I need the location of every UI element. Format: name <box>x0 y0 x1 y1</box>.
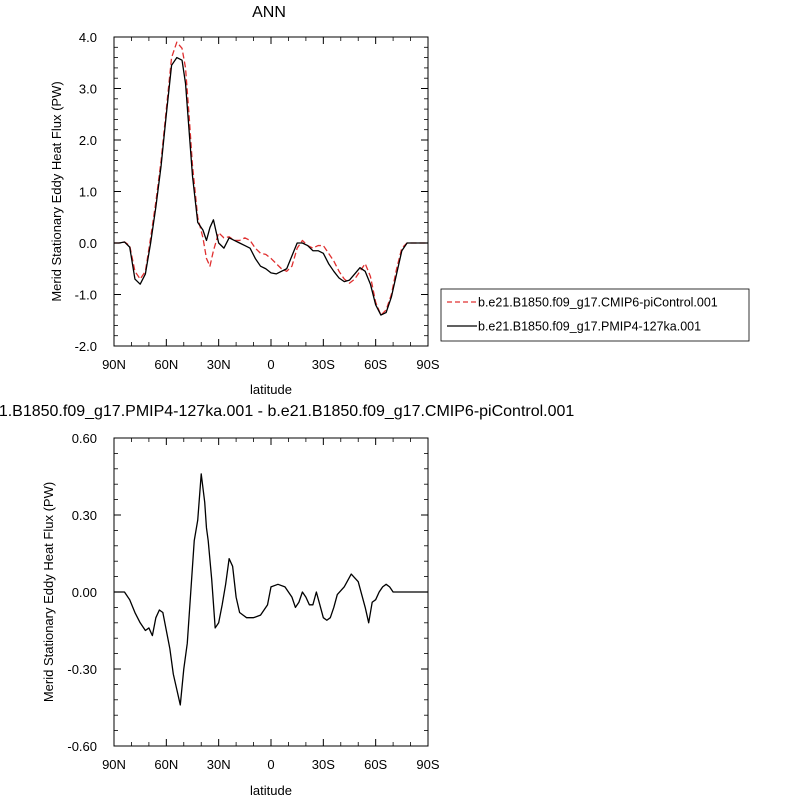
legend-label-0: b.e21.B1850.f09_g17.CMIP6-piControl.001 <box>478 296 718 310</box>
bottom-x-tick-label: 90S <box>416 757 439 772</box>
top-panel: ANN 90N 60N 30N 0 30S 60S 90S 4.0 3.0 2.0 1.0 0.0 -1… <box>49 4 750 397</box>
bottom-x-tick-label: 30S <box>312 757 335 772</box>
bottom-ticks: 90N 60N 30N 0 30S 60S 90S 0.60 0.30 0.00 -0.30 -0.6… <box>67 431 440 772</box>
top-y-tick-label: -1.0 <box>75 288 97 303</box>
bottom-chart-title: b.e21.B1850.f09_g17.PMIP4-127ka.001 - b.… <box>0 403 574 420</box>
legend-label-1: b.e21.B1850.f09_g17.PMIP4-127ka.001 <box>478 320 701 334</box>
top-x-tick-label: 60N <box>154 357 178 372</box>
bottom-series-line-0 <box>114 473 428 706</box>
bottom-y-axis-label: Merid Stationary Eddy Heat Flux (PW) <box>41 482 56 702</box>
top-x-tick-label: 30S <box>312 357 335 372</box>
top-x-tick-label: 90S <box>416 357 439 372</box>
legend: b.e21.B1850.f09_g17.CMIP6-piControl.001 … <box>440 288 750 342</box>
top-x-tick-label: 0 <box>267 357 274 372</box>
bottom-x-tick-label: 60N <box>154 757 178 772</box>
top-y-tick-label: 0.0 <box>79 236 97 251</box>
top-x-tick-label: 60S <box>364 357 387 372</box>
top-series-line-0 <box>114 41 428 316</box>
top-x-tick-label: 90N <box>102 357 126 372</box>
bottom-x-tick-label: 0 <box>267 757 274 772</box>
top-plot-frame <box>113 36 429 347</box>
bottom-y-tick-label: 0.60 <box>72 431 97 446</box>
bottom-y-tick-label: 0.30 <box>72 508 97 523</box>
top-y-tick-label: 1.0 <box>79 185 97 200</box>
top-y-tick-label: -2.0 <box>75 339 97 354</box>
top-ticks: 90N 60N 30N 0 30S 60S 90S 4.0 3.0 2.0 1.0 0.0 -1.0 -2… <box>75 30 440 372</box>
top-y-tick-label: 2.0 <box>79 133 97 148</box>
bottom-y-tick-label: -0.60 <box>67 739 97 754</box>
bottom-x-axis-label: latitude <box>250 783 292 798</box>
top-curves <box>114 41 428 316</box>
bottom-x-tick-label: 30N <box>207 757 231 772</box>
bottom-panel: b.e21.B1850.f09_g17.PMIP4-127ka.001 - b.… <box>0 403 574 798</box>
bottom-x-tick-label: 60S <box>364 757 387 772</box>
bottom-x-tick-label: 90N <box>102 757 126 772</box>
top-y-tick-label: 4.0 <box>79 30 97 45</box>
top-y-tick-label: 3.0 <box>79 82 97 97</box>
bottom-y-tick-label: 0.00 <box>72 585 97 600</box>
bottom-y-tick-label: -0.30 <box>67 662 97 677</box>
top-series-line-1 <box>114 56 428 316</box>
top-y-axis-label: Merid Stationary Eddy Heat Flux (PW) <box>49 81 64 301</box>
bottom-curves <box>114 473 428 706</box>
bottom-plot-frame <box>113 437 429 747</box>
top-x-axis-label: latitude <box>250 382 292 397</box>
top-x-tick-label: 30N <box>207 357 231 372</box>
top-chart-title: ANN <box>252 4 286 21</box>
legend-box <box>440 288 750 342</box>
